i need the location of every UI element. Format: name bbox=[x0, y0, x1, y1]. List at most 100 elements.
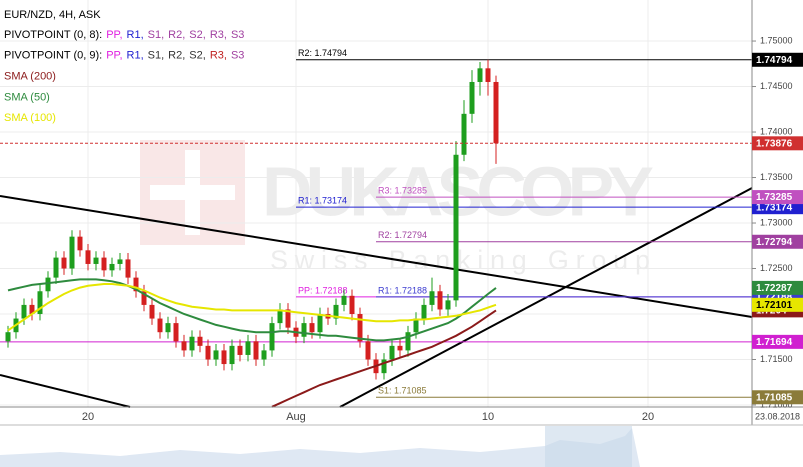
x-tick-label: Aug bbox=[286, 411, 306, 423]
candle-body bbox=[453, 154, 459, 301]
legend-text: S2, bbox=[189, 29, 206, 41]
candle-body bbox=[365, 341, 371, 360]
legend-text: S1, bbox=[148, 50, 165, 62]
candle-body bbox=[197, 336, 203, 346]
candle-body bbox=[301, 323, 307, 337]
legend-text: S1, bbox=[148, 29, 165, 41]
legend-text: R2, bbox=[168, 50, 185, 62]
candle-body bbox=[429, 291, 435, 305]
navigator bbox=[0, 426, 640, 467]
candle-body bbox=[229, 345, 235, 365]
price-tag bbox=[752, 280, 803, 295]
candle-body bbox=[397, 345, 403, 351]
candle-body bbox=[221, 350, 227, 365]
candle-body bbox=[285, 309, 291, 328]
price-tag bbox=[752, 297, 803, 312]
candle-body bbox=[29, 304, 35, 315]
legend-entry: SMA (100) bbox=[4, 112, 56, 124]
candle-body bbox=[85, 250, 91, 264]
y-tick-label: 1.71000 bbox=[760, 399, 793, 409]
candle-body bbox=[133, 277, 139, 292]
candle-body bbox=[245, 341, 251, 355]
legend-text: S2, bbox=[189, 50, 206, 62]
price-tag-label: 1.74794 bbox=[756, 55, 793, 66]
pivot-label: R1: 1.73174 bbox=[298, 196, 347, 206]
y-tick-label: 1.73500 bbox=[760, 172, 793, 182]
candle-body bbox=[117, 259, 123, 264]
price-tag bbox=[752, 390, 803, 405]
candle-body bbox=[477, 68, 483, 82]
candle-body bbox=[77, 236, 83, 251]
legend-text: PP, bbox=[106, 50, 122, 62]
candle-body bbox=[493, 81, 499, 144]
candle-body bbox=[309, 323, 315, 333]
legend-text: R1, bbox=[127, 29, 144, 41]
candle-body bbox=[149, 304, 155, 319]
candle-body bbox=[205, 345, 211, 360]
chart-title: EUR/NZD, 4H, ASK bbox=[4, 9, 101, 21]
candle-body bbox=[261, 350, 267, 360]
candle-body bbox=[461, 113, 467, 155]
x-tick-label: 10 bbox=[482, 411, 494, 423]
x-tick-label: 20 bbox=[642, 411, 654, 423]
price-tag bbox=[752, 52, 803, 67]
candle-body bbox=[317, 314, 323, 333]
y-tick-label: 1.72500 bbox=[760, 263, 793, 273]
candle-body bbox=[333, 304, 339, 319]
candle-body bbox=[469, 81, 475, 114]
candle-body bbox=[237, 345, 243, 355]
price-tag bbox=[752, 334, 803, 349]
candle-body bbox=[213, 350, 219, 360]
y-tick-label: 1.71500 bbox=[760, 354, 793, 364]
pivot-label: R2: 1.72794 bbox=[378, 230, 427, 240]
legend-text: PIVOTPOINT (0, 8): bbox=[4, 29, 102, 41]
pivot-label: R3: 1.73285 bbox=[378, 185, 427, 195]
pivot-label: R1: 1.72188 bbox=[378, 285, 427, 295]
candle-body bbox=[253, 341, 259, 360]
candle-body bbox=[437, 291, 443, 310]
sma-line bbox=[7, 278, 497, 342]
watermark-logo bbox=[140, 140, 245, 245]
candle-body bbox=[5, 332, 11, 342]
pivot-label: PP: 1.72188 bbox=[298, 285, 348, 295]
candle-body bbox=[189, 336, 195, 351]
candle-body bbox=[21, 304, 27, 319]
candle-body bbox=[173, 323, 179, 342]
date-label: 23.08.2018 bbox=[755, 411, 800, 421]
legend-text: R2, bbox=[168, 29, 185, 41]
price-tag-label: 1.73285 bbox=[756, 192, 793, 203]
candle-body bbox=[165, 323, 171, 333]
candle-body bbox=[389, 345, 395, 360]
pivot-label: S1: 1.71085 bbox=[378, 386, 427, 396]
x-tick-label: 20 bbox=[82, 411, 94, 423]
sma-line bbox=[7, 283, 497, 332]
candle-body bbox=[93, 257, 99, 264]
candle-body bbox=[349, 295, 355, 315]
candle-body bbox=[341, 295, 347, 305]
legend-text: S3 bbox=[231, 50, 244, 62]
candle-body bbox=[157, 318, 163, 333]
legend-text: R3, bbox=[210, 29, 227, 41]
sma-line bbox=[271, 309, 497, 408]
candle-body bbox=[445, 300, 451, 310]
candle-body bbox=[45, 277, 51, 292]
candle-body bbox=[405, 332, 411, 351]
price-tag-label: 1.71085 bbox=[756, 392, 793, 403]
price-tag-label: 1.72794 bbox=[756, 237, 793, 248]
candle-body bbox=[141, 291, 147, 305]
candle-body bbox=[53, 257, 59, 278]
price-tag-label: 1.73174 bbox=[756, 202, 793, 213]
candle-body bbox=[181, 341, 187, 351]
price-tag-label: 1.72287 bbox=[756, 283, 793, 294]
legend-text: PIVOTPOINT (0, 9): bbox=[4, 50, 102, 62]
legend-text: PP, bbox=[106, 29, 122, 41]
legend-entry: SMA (50) bbox=[4, 91, 50, 103]
price-tag bbox=[752, 190, 803, 205]
legend-text: S3 bbox=[231, 29, 244, 41]
legend-entry: SMA (200) bbox=[4, 71, 56, 83]
candle-body bbox=[421, 304, 427, 319]
price-tag bbox=[752, 234, 803, 249]
candle-body bbox=[109, 263, 115, 271]
